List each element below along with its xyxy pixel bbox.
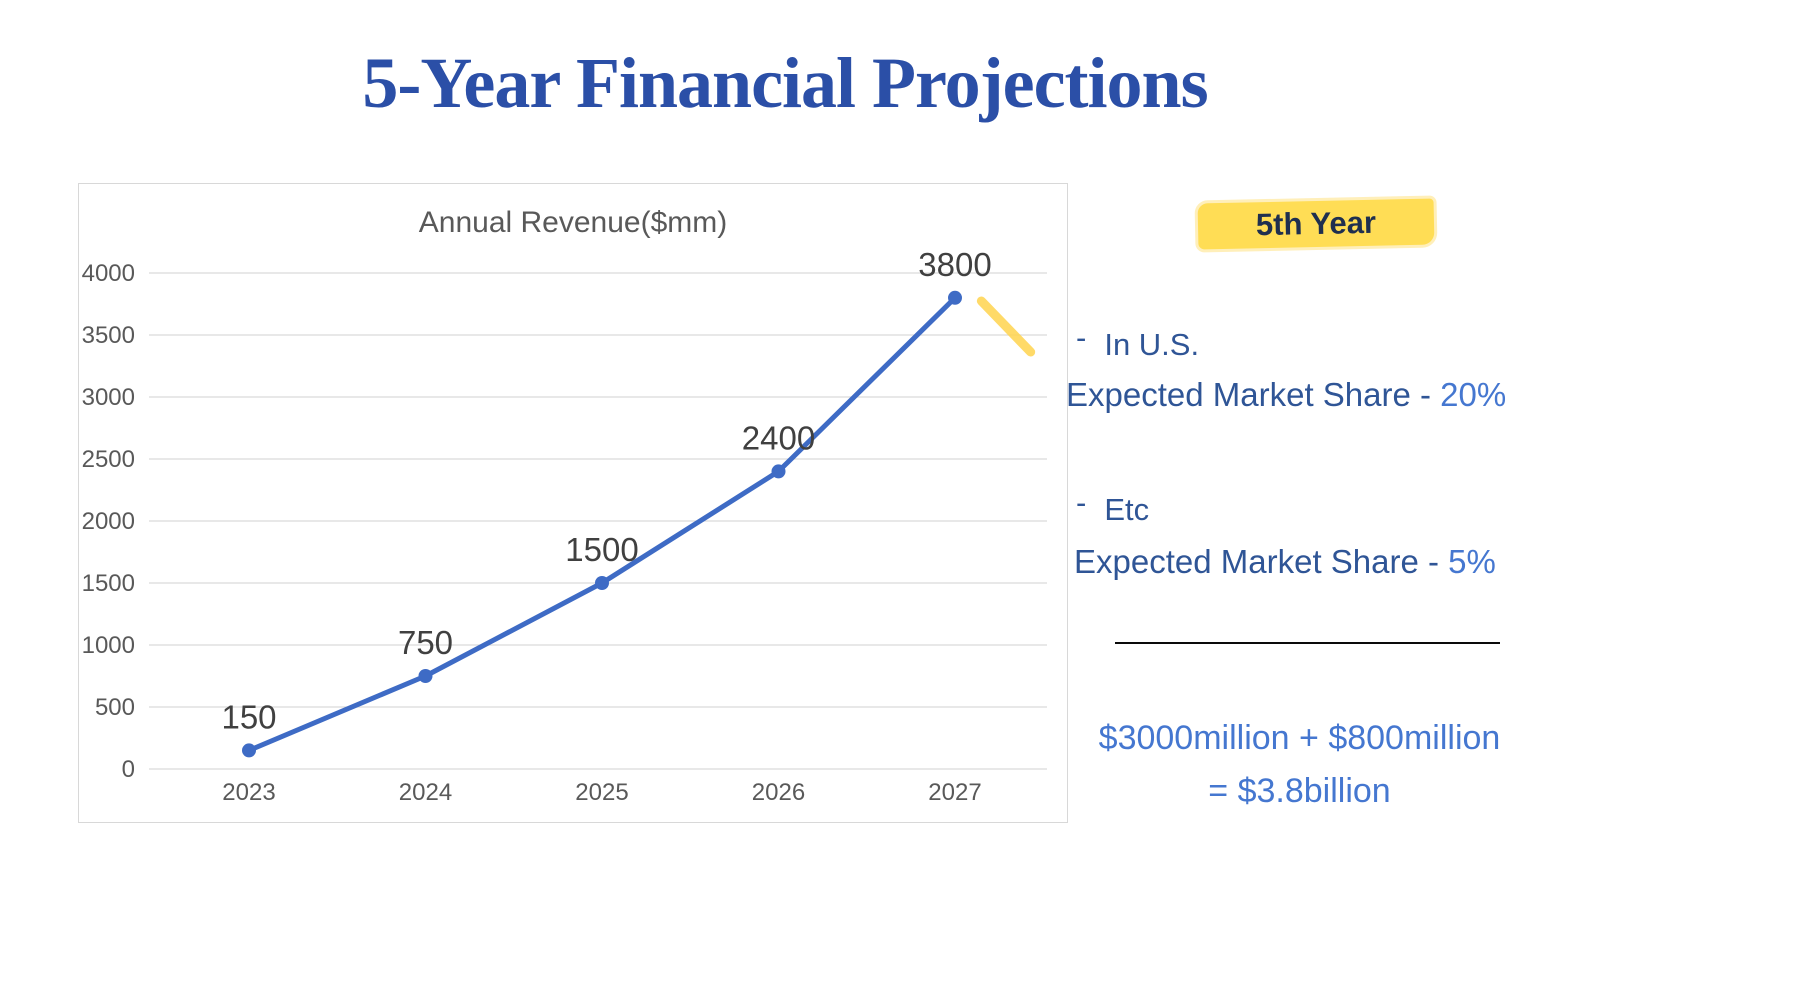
fifth-year-label: 5th Year	[1255, 204, 1377, 243]
svg-text:3000: 3000	[82, 384, 135, 411]
market-share-us: Expected Market Share - 20%	[1066, 376, 1506, 414]
market-share-us-text: Expected Market Share -	[1066, 376, 1441, 413]
svg-text:2000: 2000	[82, 508, 135, 535]
bullet-item-us: - In U.S.	[1076, 320, 1200, 363]
line-chart-canvas: 0 500 1000 1500 2000 2500 3000 3500 4000 2023 2024…	[82, 246, 1047, 806]
svg-text:2027: 2027	[928, 779, 981, 806]
svg-text:2024: 2024	[399, 779, 452, 806]
summary-line-2: = $3.8billion	[1208, 771, 1391, 810]
svg-text:2025: 2025	[575, 779, 628, 806]
dash-bullet-icon: -	[1076, 485, 1087, 520]
svg-text:2400: 2400	[742, 419, 815, 456]
bullet-label-us: In U.S.	[1104, 327, 1200, 362]
summary-total: $3000million + $800million = $3.8billion	[1072, 712, 1527, 817]
revenue-chart: Annual Revenue($mm) 0 500 1000 1500 2000 2500…	[78, 183, 1068, 823]
svg-text:2500: 2500	[82, 446, 135, 473]
svg-text:150: 150	[221, 698, 276, 735]
svg-text:4000: 4000	[82, 260, 135, 287]
svg-text:750: 750	[398, 624, 453, 661]
bullet-label-etc: Etc	[1104, 492, 1150, 527]
svg-text:2023: 2023	[222, 779, 275, 806]
summary-line-1: $3000million + $800million	[1098, 719, 1501, 757]
market-share-etc-value: 5%	[1448, 543, 1496, 580]
dash-bullet-icon: -	[1076, 320, 1087, 355]
svg-text:3500: 3500	[82, 322, 135, 349]
page-title: 5-Year Financial Projections	[362, 43, 1208, 123]
svg-text:1500: 1500	[565, 531, 638, 568]
svg-text:0: 0	[122, 756, 135, 783]
svg-text:1000: 1000	[82, 632, 135, 659]
svg-text:500: 500	[95, 694, 135, 721]
chart-title: Annual Revenue($mm)	[418, 206, 728, 239]
svg-text:1500: 1500	[82, 570, 135, 597]
market-share-etc-text: Expected Market Share -	[1074, 543, 1449, 580]
market-share-etc: Expected Market Share - 5%	[1074, 543, 1496, 581]
svg-text:3800: 3800	[918, 246, 991, 283]
bullet-item-etc: - Etc	[1076, 485, 1150, 528]
fifth-year-highlight: 5th Year	[1197, 198, 1435, 250]
svg-text:2026: 2026	[752, 779, 805, 806]
market-share-us-value: 20%	[1440, 376, 1507, 413]
divider-line	[1115, 642, 1500, 644]
